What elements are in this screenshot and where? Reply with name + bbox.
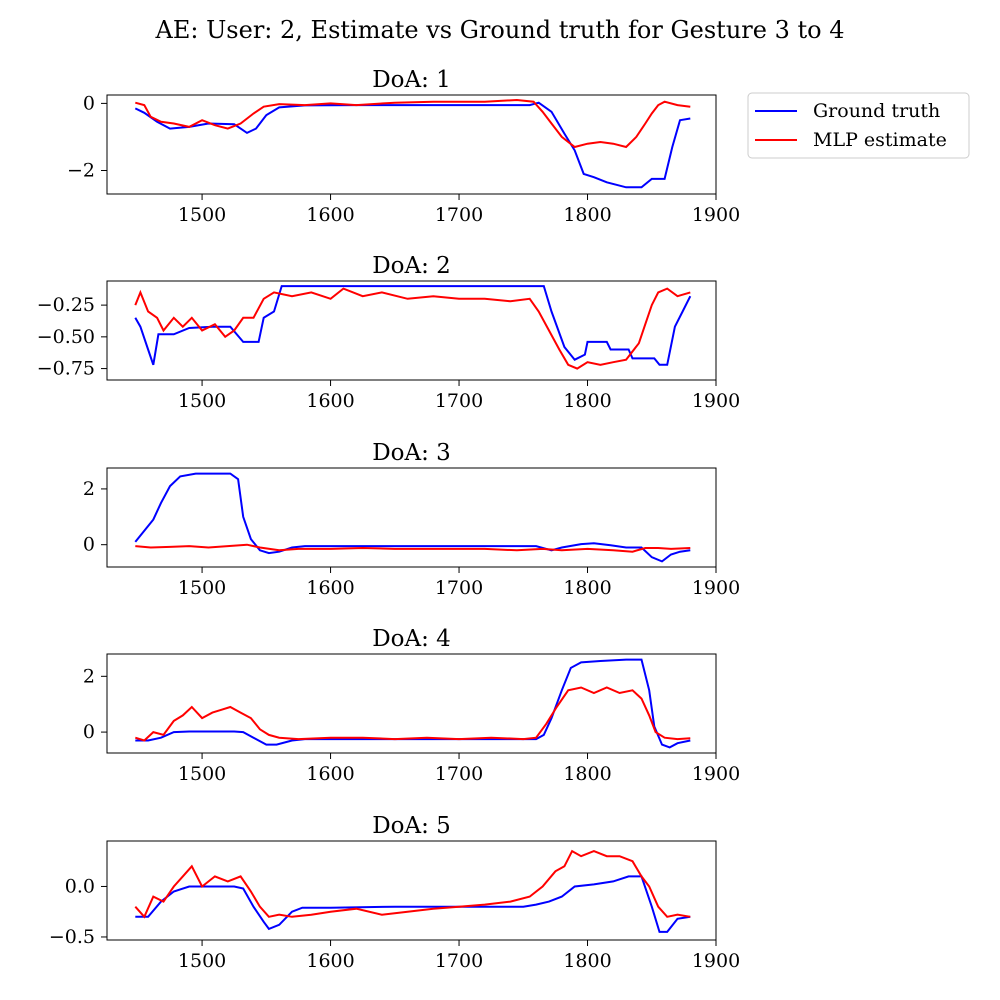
y-tick-label: 0 [83, 721, 95, 743]
y-tick-label: −2 [67, 160, 95, 182]
ground-truth-line [134, 472, 691, 563]
x-tick-label: 1500 [178, 763, 226, 785]
axes-frame [106, 653, 717, 754]
x-tick-label: 1500 [178, 950, 226, 972]
subplot-1: DoA: 1 1500 1600 1700 1800 1900 0 −2 [67, 67, 740, 226]
figure-title: AE: User: 2, Estimate vs Ground truth fo… [155, 16, 845, 44]
ground-truth-line [135, 875, 691, 933]
x-tick-label: 1700 [435, 763, 483, 785]
axes-frame [106, 280, 717, 381]
mlp-estimate-line [134, 287, 691, 370]
y-tick-label: 0.0 [65, 875, 95, 897]
subplot-2: DoA: 2 1500 1600 1700 1800 1900 −0.25 −0.50 −0.7… [37, 253, 740, 412]
ground-truth-line [134, 285, 692, 366]
x-tick-label: 1700 [435, 204, 483, 226]
y-tick-label: −0.50 [37, 326, 95, 348]
subplot-4: DoA: 4 1500 1600 1700 1800 1900 2 0 [83, 626, 740, 785]
ground-truth-line [135, 658, 691, 749]
legend-label: MLP estimate [813, 129, 947, 151]
axes-frame [106, 467, 717, 568]
y-tick-label: −0.75 [37, 358, 95, 380]
mlp-estimate-line [135, 543, 691, 553]
x-tick-label: 1800 [563, 950, 611, 972]
x-tick-label: 1900 [692, 763, 740, 785]
mlp-estimate-line [135, 686, 691, 742]
x-tick-label: 1600 [306, 204, 354, 226]
x-tick-label: 1600 [306, 390, 354, 412]
x-tick-label: 1700 [435, 577, 483, 599]
subplot-title: DoA: 4 [372, 626, 451, 652]
legend-box [747, 92, 970, 159]
axes-frame [106, 94, 717, 195]
x-tick-label: 1800 [563, 390, 611, 412]
y-tick-label: 0 [83, 534, 95, 556]
x-tick-label: 1900 [692, 950, 740, 972]
y-tick-label: −0.25 [37, 294, 95, 316]
x-tick-label: 1900 [692, 204, 740, 226]
x-tick-label: 1600 [306, 763, 354, 785]
x-tick-label: 1500 [178, 204, 226, 226]
x-tick-label: 1500 [178, 390, 226, 412]
subplot-title: DoA: 1 [372, 67, 451, 93]
subplot-title: DoA: 5 [372, 813, 451, 839]
legend-label: Ground truth [813, 100, 940, 122]
legend: Ground truth MLP estimate [747, 92, 970, 159]
axes-frame [106, 840, 717, 941]
y-tick-label: 2 [83, 665, 95, 687]
x-tick-label: 1500 [178, 577, 226, 599]
y-tick-label: −0.5 [49, 926, 95, 948]
y-tick-label: 0 [83, 92, 95, 114]
x-tick-label: 1900 [692, 390, 740, 412]
subplot-5: DoA: 5 1500 1600 1700 1800 1900 0.0 −0.5 [49, 813, 740, 972]
x-tick-label: 1900 [692, 577, 740, 599]
x-tick-label: 1800 [563, 204, 611, 226]
subplots: DoA: 1 1500 1600 1700 1800 1900 0 −2 DoA: 2 1500 1… [37, 67, 740, 972]
subplot-3: DoA: 3 1500 1600 1700 1800 1900 2 0 [83, 440, 740, 599]
subplot-title: DoA: 3 [372, 440, 451, 466]
subplot-title: DoA: 2 [372, 253, 451, 279]
ground-truth-line [134, 101, 691, 189]
mlp-estimate-line [135, 98, 691, 149]
x-tick-label: 1600 [306, 950, 354, 972]
x-tick-label: 1700 [435, 950, 483, 972]
x-tick-label: 1600 [306, 577, 354, 599]
mlp-estimate-line [134, 849, 691, 919]
x-tick-label: 1800 [563, 763, 611, 785]
y-tick-label: 2 [83, 478, 95, 500]
x-tick-label: 1700 [435, 390, 483, 412]
x-tick-label: 1800 [563, 577, 611, 599]
